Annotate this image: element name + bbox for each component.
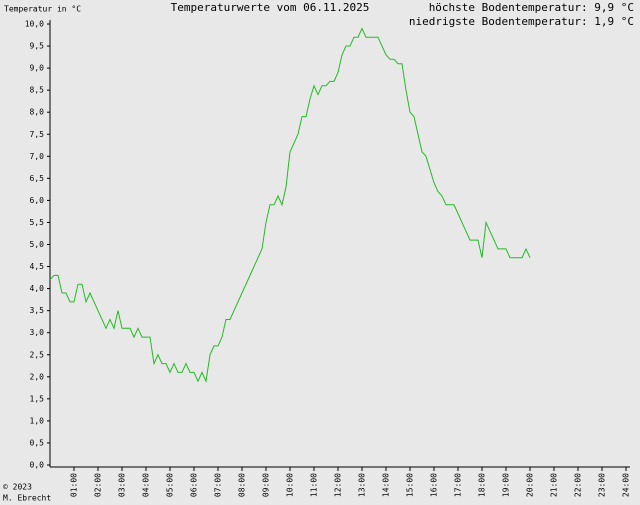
y-tick-label: 7,0 xyxy=(30,152,45,161)
y-tick-label: 3,0 xyxy=(30,328,45,337)
y-tick-label: 4,0 xyxy=(30,284,45,293)
x-tick-label: 05:00 xyxy=(166,473,175,497)
data-line xyxy=(49,27,531,383)
x-tick-label: 17:00 xyxy=(454,473,463,497)
x-tick-label: 07:00 xyxy=(214,473,223,497)
x-tick-label: 09:00 xyxy=(262,473,271,497)
x-tick-label: 18:00 xyxy=(478,473,487,497)
x-tick-label: 23:00 xyxy=(598,473,607,497)
y-tick-label: 3,5 xyxy=(30,306,45,315)
y-tick-label: 8,5 xyxy=(30,86,45,95)
x-tick-label: 22:00 xyxy=(574,473,583,497)
x-tick-label: 12:00 xyxy=(334,473,343,497)
y-tick-label: 0,5 xyxy=(30,438,45,447)
y-tick-label: 0,0 xyxy=(30,461,45,470)
y-tick-label: 1,0 xyxy=(30,416,45,425)
x-tick-label: 10:00 xyxy=(286,473,295,497)
y-tick-label: 9,0 xyxy=(30,64,45,73)
x-tick-label: 06:00 xyxy=(190,473,199,497)
y-tick-label: 10,0 xyxy=(25,20,44,29)
x-tick-label: 13:00 xyxy=(358,473,367,497)
y-tick-label: 6,5 xyxy=(30,174,45,183)
y-tick-label: 5,0 xyxy=(30,240,45,249)
copyright: © 2023 xyxy=(3,483,32,492)
y-axis-label: Temperatur in °C xyxy=(4,5,81,14)
max-annotation: höchste Bodentemperatur: 9,9 °C xyxy=(429,1,634,14)
x-tick-label: 16:00 xyxy=(430,473,439,497)
x-tick-label: 14:00 xyxy=(382,473,391,497)
y-tick-label: 2,0 xyxy=(30,372,45,381)
y-tick-label: 9,5 xyxy=(30,42,45,51)
x-tick-label: 02:00 xyxy=(94,473,103,497)
y-tick-label: 2,5 xyxy=(30,350,45,359)
x-tick-label: 19:00 xyxy=(502,473,511,497)
x-tick-label: 01:00 xyxy=(70,473,79,497)
x-tick-label: 21:00 xyxy=(550,473,559,497)
x-tick-label: 24:00 xyxy=(622,473,631,497)
x-tick-label: 03:00 xyxy=(118,473,127,497)
y-tick-label: 1,5 xyxy=(30,394,45,403)
y-tick-label: 8,0 xyxy=(30,108,45,117)
x-tick-label: 15:00 xyxy=(406,473,415,497)
x-tick-label: 04:00 xyxy=(142,473,151,497)
y-tick-label: 5,5 xyxy=(30,218,45,227)
min-annotation: niedrigste Bodentemperatur: 1,9 °C xyxy=(409,15,634,28)
chart-title: Temperaturwerte vom 06.11.2025 xyxy=(171,1,370,14)
y-tick-label: 7,5 xyxy=(30,130,45,139)
author: M. Ebrecht xyxy=(3,494,51,503)
y-tick-label: 4,5 xyxy=(30,262,45,271)
x-tick-label: 20:00 xyxy=(526,473,535,497)
x-tick-label: 11:00 xyxy=(310,473,319,497)
y-tick-label: 6,0 xyxy=(30,196,45,205)
x-tick-label: 08:00 xyxy=(238,473,247,497)
